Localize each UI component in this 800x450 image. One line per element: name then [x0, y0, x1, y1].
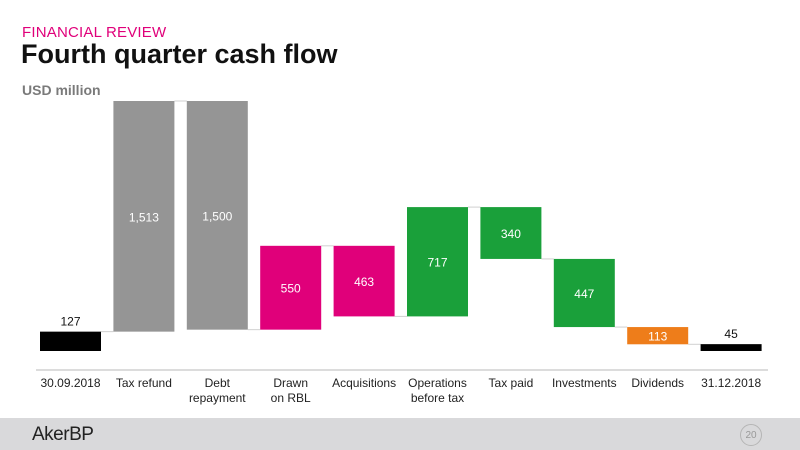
page-title: Fourth quarter cash flow [21, 39, 338, 69]
bar [553, 258, 615, 328]
waterfall-chart: 127 30.09.2018 1,513 Tax refund 1,500 Debtrep… [36, 100, 768, 405]
bar [627, 327, 689, 345]
category-label: 31.12.2018 [701, 376, 761, 390]
bar [407, 207, 468, 317]
data-label: 550 [281, 282, 301, 296]
category-label: Dividends [631, 376, 684, 390]
category-label: Investments [552, 376, 617, 390]
category-label: repayment [189, 391, 246, 405]
category-label: Drawn [273, 376, 308, 390]
bar [113, 101, 175, 332]
bar [700, 344, 762, 351]
bar [480, 207, 542, 259]
category-label: Operations [408, 376, 467, 390]
page-number: 20 [740, 424, 762, 446]
data-label: 463 [354, 275, 374, 289]
data-label: 1,513 [129, 210, 159, 224]
data-label: 340 [501, 227, 521, 241]
bar [333, 245, 395, 317]
bar [40, 331, 101, 351]
bar [260, 245, 322, 330]
category-label: before tax [411, 391, 464, 405]
data-label: 45 [724, 327, 738, 341]
data-label: 1,500 [202, 209, 232, 223]
category-label: Debt [205, 376, 231, 390]
category-label: Tax paid [489, 376, 534, 390]
data-label: 113 [648, 330, 667, 344]
data-label: 717 [427, 256, 447, 270]
category-label: 30.09.2018 [40, 376, 100, 390]
unit-label: USD million [22, 82, 101, 98]
category-label: Acquisitions [332, 376, 396, 390]
section-label: FINANCIAL REVIEW [22, 24, 167, 41]
aker-bp-logo: AkerBP [32, 424, 94, 445]
bar [186, 101, 248, 330]
footer-bar [0, 418, 800, 450]
category-label: Tax refund [116, 376, 172, 390]
data-label: 127 [60, 315, 80, 329]
data-label: 447 [574, 287, 594, 301]
category-label: on RBL [271, 391, 311, 405]
